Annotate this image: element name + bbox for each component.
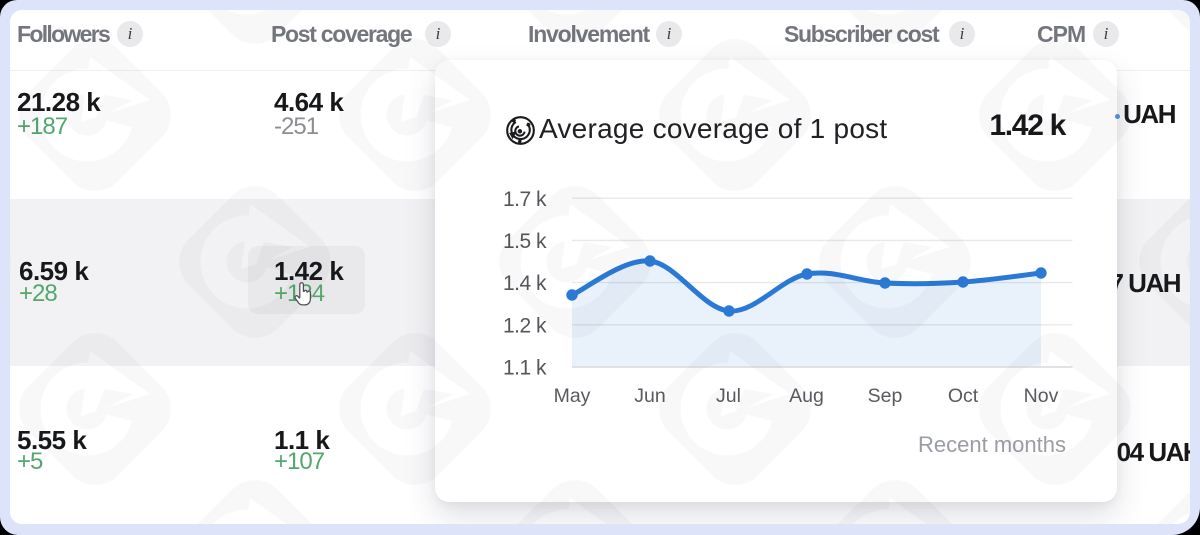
svg-text:1.4 k: 1.4 k xyxy=(503,272,547,295)
svg-text:1.2 k: 1.2 k xyxy=(503,314,547,337)
svg-text:Aug: Aug xyxy=(789,385,824,407)
svg-text:Oct: Oct xyxy=(948,385,979,407)
svg-text:1.1 k: 1.1 k xyxy=(503,357,547,380)
svg-text:1.7 k: 1.7 k xyxy=(503,188,547,211)
svg-text:1.5 k: 1.5 k xyxy=(503,230,547,253)
svg-text:Sep: Sep xyxy=(868,385,903,407)
svg-text:Jun: Jun xyxy=(634,385,665,407)
svg-text:Nov: Nov xyxy=(1024,385,1059,407)
svg-text:Jul: Jul xyxy=(716,385,741,407)
svg-text:May: May xyxy=(554,385,591,407)
